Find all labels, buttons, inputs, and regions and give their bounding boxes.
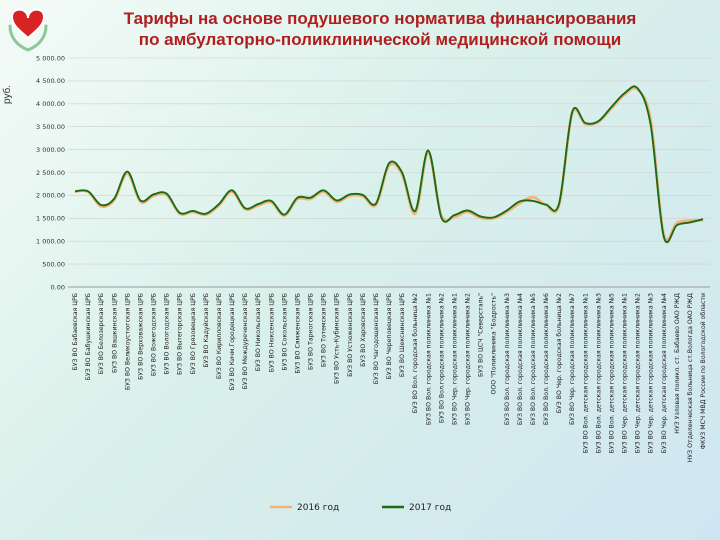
x-tick-label: БУЗ ВО Вол. городская больница №2 (411, 293, 419, 413)
x-tick-label: БУЗ ВО Сокольская ЦРБ (281, 293, 288, 371)
y-tick-label: 500.00 (42, 260, 65, 268)
x-tick-label: БУЗ ВО Никольская ЦРБ (255, 293, 262, 371)
page-title-line1: Тарифы на основе подушевого норматива фи… (123, 9, 637, 28)
x-tick-label: БУЗ ВО Бабаевская ЦРБ (71, 293, 79, 371)
x-tick-label: ФКУЗ МСЧ МВД России по Вологодской облас… (699, 293, 707, 449)
x-tick-label: БУЗ ВО Чер. городская поликлиника №2 (465, 293, 472, 425)
x-tick-label: БУЗ ВО Усть-Кубинская ЦРБ (333, 293, 341, 384)
heart-hands-logo (8, 8, 48, 52)
x-tick-label: БУЗ ВО Великоустюгская ЦРБ (124, 293, 131, 390)
x-tick-label: БУЗ ВО Сямженская ЦРБ (294, 293, 301, 374)
hands-icon (8, 24, 48, 52)
x-tick-label: БУЗ ВО Тарногская ЦРБ (308, 293, 315, 370)
y-tick-label: 4 000.00 (36, 100, 65, 108)
y-axis-ticks: 0.00 500.00 1 000.00 1 500.00 2 000.00 2 500.… (36, 54, 65, 291)
y-tick-label: 0.00 (51, 283, 65, 291)
x-tick-label: БУЗ ВО Тотемская ЦРБ (321, 293, 328, 367)
x-tick-label: БУЗ ВО Вожегодская ЦРБ (151, 293, 158, 376)
x-tick-label: БУЗ ВО Грязовецкая ЦРБ (190, 293, 197, 374)
x-tick-label: БУЗ ВО Вол. городская поликлиника №6 (543, 293, 550, 425)
x-tick-label: БУЗ ВО Чер. детская городская поликлиник… (661, 293, 668, 453)
x-axis-category-labels: БУЗ ВО Бабаевская ЦРБ БУЗ ВО Бабушкинская… (71, 293, 707, 462)
x-tick-label: БУЗ ВО Вол. городская поликлиника №5 (530, 293, 537, 425)
x-tick-label: БУЗ ВО Вытегорская ЦРБ (177, 293, 184, 375)
x-tick-label: БУЗ ВО Чер. детская городская поликлиник… (622, 293, 629, 453)
x-tick-label: БУЗ ВО Кичм.Городецкая ЦРБ (229, 293, 236, 390)
x-tick-label: БУЗ ВО Кирилловская ЦРБ (216, 293, 223, 379)
chart-legend: 2016 год 2017 год (270, 503, 451, 513)
x-tick-label: БУЗ ВО Вол. детская городская поликлиник… (582, 293, 589, 453)
x-tick-label: БУЗ ВО Чагодощенская ЦРБ (373, 293, 380, 384)
x-tick-label: БУЗ ВО Кадуйская ЦРБ (202, 293, 210, 368)
y-tick-label: 2 000.00 (36, 192, 65, 200)
x-tick-label: БУЗ ВО Вологодская ЦРБ (164, 293, 171, 375)
x-tick-label: ООО "Поликлиника "Бодрость" (491, 293, 498, 395)
y-tick-label: 3 500.00 (36, 123, 65, 131)
x-tick-label: БУЗ ВО Чер. детская городская поликлиник… (635, 293, 642, 453)
legend-label-2016: 2016 год (297, 503, 339, 513)
page-title: Тарифы на основе подушевого норматива фи… (60, 8, 700, 50)
y-tick-label: 5 000.00 (36, 54, 65, 62)
x-tick-label: БУЗ ВО Бабушкинская ЦРБ (84, 293, 92, 380)
x-tick-label: БУЗ ВО Устюженская ЦРБ (347, 293, 354, 377)
series-line-2017 (74, 85, 704, 244)
y-tick-label: 2 500.00 (36, 169, 65, 177)
y-tick-label: 3 000.00 (36, 146, 65, 154)
y-tick-label: 4 500.00 (36, 77, 65, 85)
x-tick-label: БУЗ ВО Чер. городская больница №2 (555, 293, 563, 413)
x-tick-label: НУЗ Отделенческая больница ст.Вологда ОА… (686, 293, 694, 462)
x-tick-label: БУЗ ВО Вол. детская городская поликлиник… (608, 293, 615, 453)
y-tick-label: 1 500.00 (36, 215, 65, 223)
legend-label-2017: 2017 год (409, 503, 451, 513)
x-tick-label: БУЗ ВО ЦСЧ "Северсталь" (478, 293, 485, 377)
x-tick-label: БУЗ ВО Вол. городская поликлиника №4 (517, 293, 524, 425)
x-tick-label: БУЗ ВО Белозерская ЦРБ (98, 293, 105, 374)
x-tick-label: БУЗ ВО Чер. городская поликлиника №7 (569, 293, 576, 425)
y-tick-label: 1 000.00 (36, 238, 65, 246)
x-tick-label: БУЗ ВО Чер. детская городская поликлиник… (648, 293, 655, 453)
page-title-line2: по амбулаторно-поликлинической медицинск… (138, 30, 622, 49)
x-tick-label: БУЗ ВО Вол. городская поликлиника №1 (425, 293, 432, 425)
x-tick-label: БУЗ ВО Чер. городская поликлиника №1 (451, 293, 458, 425)
heart-icon (10, 8, 46, 40)
chart-series-lines (74, 85, 704, 244)
x-tick-label: БУЗ ВО Шекснинская ЦРБ (399, 293, 406, 377)
x-tick-label: БУЗ ВО Междуреченская ЦРБ (242, 293, 249, 389)
x-tick-label: БУЗ ВО Вол.городская поликлиника №2 (438, 293, 445, 423)
x-tick-label: НУЗ Узловая поликл. ст. Бабаево ОАО РЖД (673, 293, 681, 434)
x-tick-label: БУЗ ВО Нюксенская ЦРБ (268, 293, 275, 372)
x-tick-label: БУЗ ВО Вол. детская городская поликлиник… (595, 293, 602, 453)
x-tick-label: БУЗ ВО Верховажская ЦРБ (137, 293, 144, 380)
x-tick-label: БУЗ ВО Вол. городская поликлиника №3 (504, 293, 511, 425)
chart-gridlines (68, 57, 710, 288)
x-tick-label: БУЗ ВО Череповецкая ЦРБ (386, 293, 393, 379)
x-tick-label: БУЗ ВО Харовская ЦРБ (360, 293, 367, 367)
x-tick-label: БУЗ ВО Вашкинская ЦРБ (111, 293, 118, 373)
